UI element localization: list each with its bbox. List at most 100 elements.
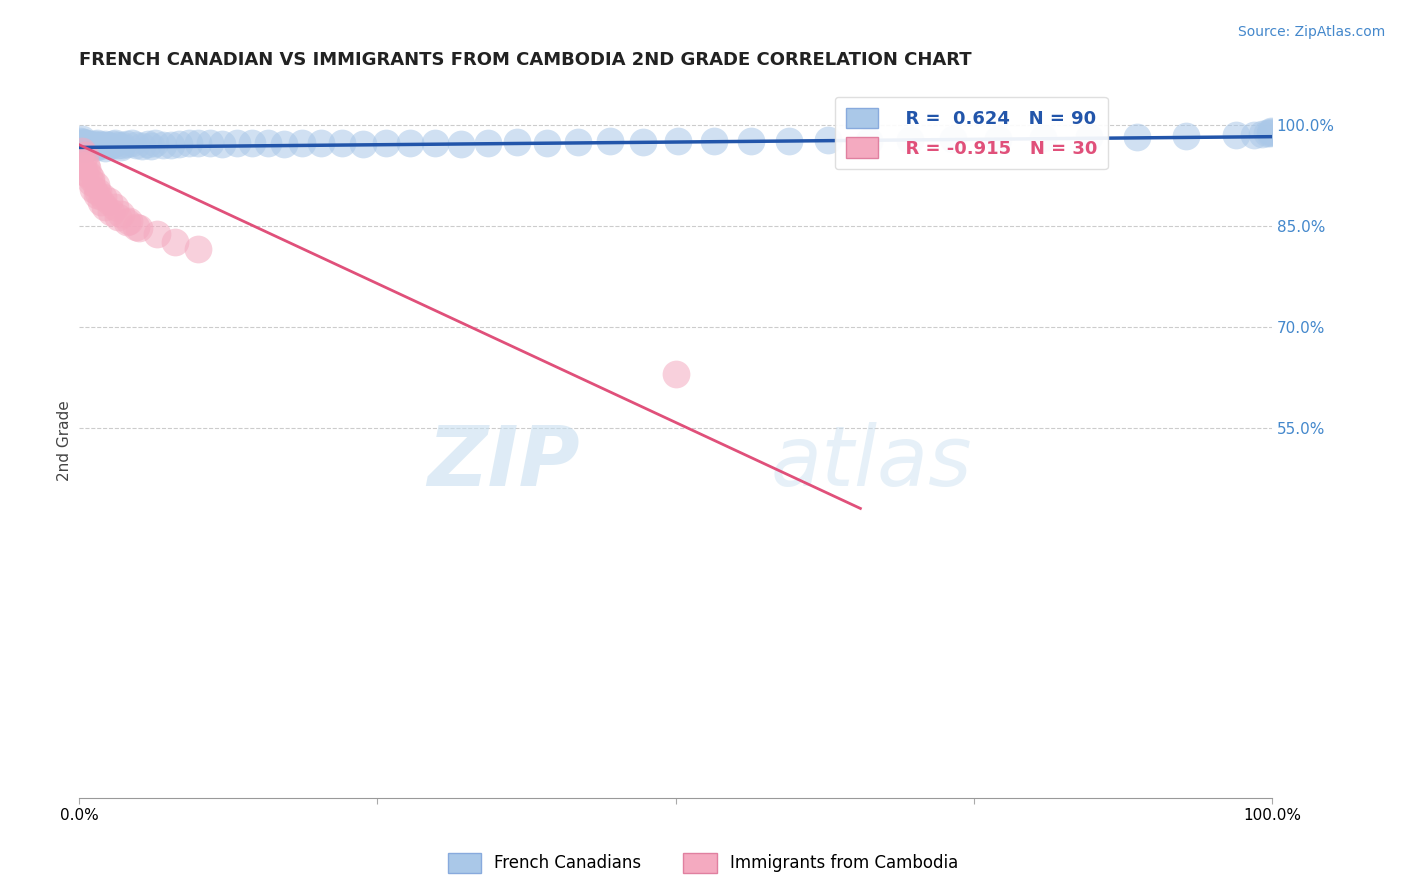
- Point: [599, 134, 621, 148]
- Point: [80, 138, 103, 153]
- Point: [1260, 124, 1282, 138]
- Point: [200, 136, 222, 151]
- Point: [240, 136, 263, 150]
- Point: [1260, 125, 1282, 139]
- Point: [118, 214, 141, 228]
- Point: [1251, 127, 1274, 141]
- Point: [131, 139, 153, 153]
- Point: [398, 136, 420, 150]
- Point: [84, 138, 107, 153]
- Point: [145, 136, 167, 151]
- Point: [70, 145, 93, 159]
- Point: [107, 211, 129, 225]
- Point: [90, 137, 112, 152]
- Point: [177, 136, 200, 151]
- Text: FRENCH CANADIAN VS IMMIGRANTS FROM CAMBODIA 2ND GRADE CORRELATION CHART: FRENCH CANADIAN VS IMMIGRANTS FROM CAMBO…: [79, 51, 972, 69]
- Point: [121, 136, 143, 151]
- Point: [942, 132, 965, 146]
- Point: [69, 140, 91, 154]
- Point: [82, 139, 104, 153]
- Point: [72, 158, 94, 172]
- Point: [291, 136, 314, 151]
- Point: [817, 133, 839, 147]
- Point: [69, 151, 91, 165]
- Point: [77, 168, 100, 182]
- Point: [187, 136, 209, 150]
- Point: [664, 367, 686, 381]
- Point: [703, 134, 725, 148]
- Point: [94, 141, 117, 155]
- Point: [100, 205, 122, 219]
- Point: [110, 207, 132, 221]
- Point: [91, 138, 114, 153]
- Point: [169, 137, 191, 152]
- Point: [76, 137, 98, 152]
- Point: [98, 139, 121, 153]
- Point: [75, 158, 97, 172]
- Point: [84, 178, 107, 193]
- Point: [104, 136, 127, 151]
- Point: [110, 140, 132, 154]
- Point: [72, 135, 94, 149]
- Point: [87, 185, 110, 199]
- Text: Source: ZipAtlas.com: Source: ZipAtlas.com: [1237, 25, 1385, 39]
- Point: [73, 137, 96, 152]
- Point: [1258, 126, 1281, 140]
- Point: [86, 136, 108, 151]
- Point: [128, 220, 150, 235]
- Point: [86, 140, 108, 154]
- Point: [225, 136, 247, 151]
- Text: ZIP: ZIP: [427, 422, 581, 503]
- Point: [666, 134, 689, 148]
- Point: [80, 175, 103, 189]
- Point: [75, 136, 97, 150]
- Y-axis label: 2nd Grade: 2nd Grade: [58, 401, 72, 482]
- Point: [187, 242, 209, 256]
- Point: [76, 161, 98, 176]
- Text: atlas: atlas: [770, 422, 973, 503]
- Point: [163, 235, 186, 250]
- Point: [160, 138, 183, 153]
- Point: [90, 194, 112, 209]
- Point: [97, 137, 120, 152]
- Point: [374, 136, 396, 151]
- Point: [94, 137, 117, 152]
- Point: [69, 134, 91, 148]
- Point: [423, 136, 446, 151]
- Point: [79, 137, 101, 152]
- Point: [273, 137, 295, 152]
- Point: [211, 137, 233, 152]
- Point: [104, 200, 127, 214]
- Point: [450, 137, 472, 152]
- Point: [256, 136, 278, 151]
- Point: [125, 219, 148, 234]
- Point: [70, 132, 93, 146]
- Point: [101, 137, 124, 152]
- Point: [80, 171, 103, 186]
- Legend: French Canadians, Immigrants from Cambodia: French Canadians, Immigrants from Cambod…: [441, 847, 965, 880]
- Point: [1126, 129, 1149, 144]
- Point: [82, 181, 104, 195]
- Point: [82, 137, 104, 152]
- Point: [94, 200, 117, 214]
- Point: [76, 141, 98, 155]
- Point: [72, 137, 94, 152]
- Point: [83, 137, 105, 152]
- Point: [80, 140, 103, 154]
- Point: [75, 140, 97, 154]
- Point: [97, 194, 120, 208]
- Point: [115, 137, 138, 152]
- Point: [858, 134, 880, 148]
- Point: [567, 135, 589, 149]
- Point: [1243, 128, 1265, 142]
- Point: [633, 135, 655, 149]
- Point: [111, 138, 134, 153]
- Point: [136, 137, 159, 152]
- Point: [309, 136, 332, 150]
- Point: [75, 136, 97, 151]
- Point: [987, 131, 1010, 145]
- Point: [352, 137, 374, 152]
- Point: [75, 139, 97, 153]
- Point: [900, 133, 922, 147]
- Point: [115, 215, 138, 229]
